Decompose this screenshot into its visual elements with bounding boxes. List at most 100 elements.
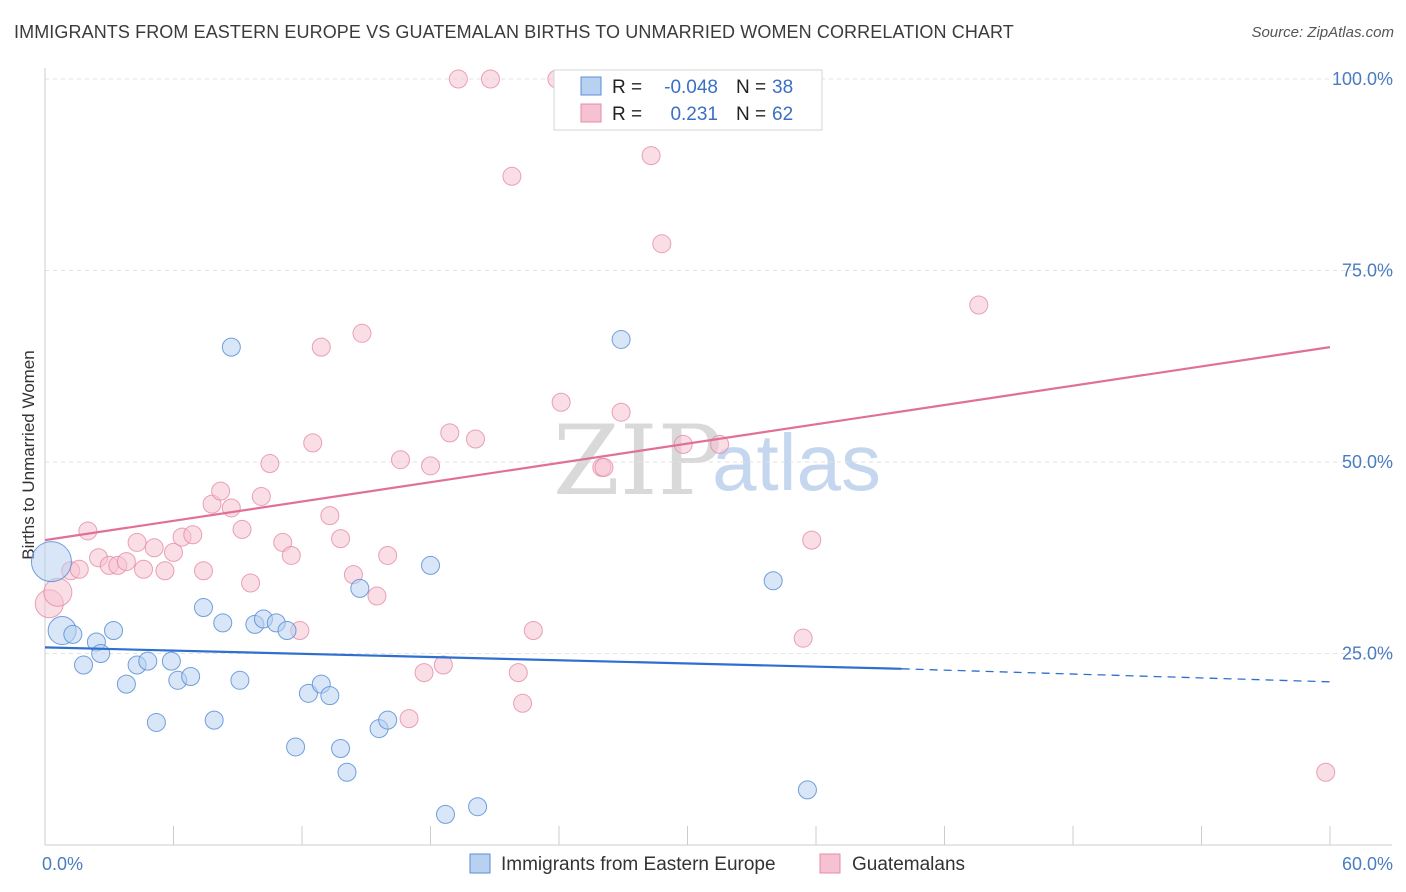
data-point-guatemalans [69, 559, 89, 579]
data-point-guatemalans [127, 532, 147, 552]
bottom-legend: Immigrants from Eastern Europe Guatemala… [469, 853, 965, 875]
data-point-guatemalans [183, 525, 203, 545]
data-point-guatemalans [513, 693, 533, 713]
data-point-eastern-europe [63, 624, 83, 644]
data-point-guatemalans [281, 545, 301, 565]
watermark-zip: ZIP [553, 405, 722, 517]
source-credit: Source: ZipAtlas.com [1251, 24, 1394, 41]
data-point-eastern-europe [797, 780, 817, 800]
data-point-eastern-europe [204, 710, 224, 730]
trend-lines [44, 346, 1331, 683]
data-point-eastern-europe [116, 674, 136, 694]
data-point-eastern-europe [277, 621, 297, 641]
data-point-guatemalans [78, 521, 98, 541]
data-point-guatemalans [502, 166, 522, 186]
data-point-eastern-europe [221, 337, 241, 357]
data-point-eastern-europe [30, 541, 72, 583]
bottom-legend-label-pink: Guatemalans [852, 854, 965, 875]
data-point-eastern-europe [298, 683, 318, 703]
data-point-guatemalans [652, 234, 672, 254]
y-tick-label: 25.0% [1342, 644, 1393, 664]
data-point-guatemalans [421, 456, 440, 476]
data-point-guatemalans [594, 457, 614, 477]
legend-n-value-blue: 38 [772, 77, 793, 98]
gridlines [45, 78, 1392, 654]
data-point-eastern-europe [213, 613, 233, 633]
data-point-eastern-europe [104, 621, 124, 641]
data-point-guatemalans [311, 337, 331, 357]
data-point-guatemalans [193, 561, 213, 581]
trend-line-eastern-europe [44, 646, 902, 670]
data-point-guatemalans [232, 519, 252, 539]
y-tick-label: 50.0% [1342, 452, 1393, 472]
data-point-eastern-europe [74, 655, 94, 675]
data-point-eastern-europe [161, 651, 181, 671]
x-tick-labels: 0.0% 60.0% [42, 854, 1393, 874]
series-eastern-europe [30, 329, 817, 824]
data-point-guatemalans [793, 628, 813, 648]
trend-line-eastern-europe-extension [901, 668, 1331, 683]
data-point-eastern-europe [468, 797, 488, 817]
data-point-guatemalans [551, 392, 571, 412]
legend-n-label-pink: N = [736, 104, 766, 125]
x-tick-label-min: 0.0% [42, 854, 83, 874]
data-point-guatemalans [802, 530, 822, 550]
data-point-guatemalans [399, 709, 419, 729]
data-point-eastern-europe [320, 686, 340, 706]
data-point-guatemalans [414, 663, 434, 683]
stats-legend: R = -0.048 N = 38 R = 0.231 N = 62 [553, 69, 823, 131]
data-point-eastern-europe [230, 670, 250, 690]
data-point-guatemalans [611, 402, 631, 422]
data-point-guatemalans [352, 323, 372, 343]
data-point-eastern-europe [337, 762, 357, 782]
data-point-eastern-europe [763, 571, 783, 591]
data-point-guatemalans [134, 559, 154, 579]
data-point-eastern-europe [181, 666, 201, 686]
data-point-guatemalans [641, 146, 661, 166]
data-point-eastern-europe [435, 804, 455, 824]
data-point-eastern-europe [331, 738, 351, 758]
data-point-guatemalans [155, 561, 175, 581]
data-point-eastern-europe [286, 737, 306, 757]
data-point-guatemalans [378, 545, 398, 565]
data-point-guatemalans [116, 552, 136, 572]
bottom-legend-swatch-blue [469, 853, 491, 874]
bottom-legend-swatch-pink [819, 853, 841, 874]
data-point-eastern-europe [146, 712, 166, 732]
data-point-eastern-europe [611, 329, 631, 349]
data-point-guatemalans [465, 429, 485, 449]
data-point-guatemalans [433, 655, 453, 675]
data-point-guatemalans [251, 486, 271, 506]
watermark-atlas: atlas [712, 418, 881, 507]
data-point-guatemalans [440, 423, 460, 443]
data-point-guatemalans [331, 529, 351, 549]
data-point-guatemalans [480, 69, 500, 89]
legend-swatch-blue [580, 76, 602, 96]
data-point-guatemalans [523, 621, 543, 641]
legend-r-value-pink: 0.231 [670, 104, 718, 125]
x-tick-label-max: 60.0% [1342, 854, 1393, 874]
legend-r-value-blue: -0.048 [664, 77, 718, 98]
data-point-guatemalans [164, 542, 183, 562]
data-point-guatemalans [1316, 762, 1336, 782]
data-point-guatemalans [144, 538, 164, 558]
legend-n-value-pink: 62 [772, 104, 793, 125]
y-tick-label: 75.0% [1342, 261, 1393, 281]
bottom-legend-label-blue: Immigrants from Eastern Europe [501, 854, 776, 875]
data-point-guatemalans [448, 69, 468, 89]
trend-line-guatemalans [44, 346, 1331, 542]
data-point-eastern-europe [138, 651, 158, 671]
data-point-guatemalans [221, 498, 241, 518]
data-point-guatemalans [211, 481, 231, 501]
y-axis-label: Births to Unmarried Women [19, 350, 38, 559]
data-point-guatemalans [43, 577, 73, 607]
data-point-guatemalans [260, 454, 280, 474]
legend-n-label-blue: N = [736, 77, 766, 98]
legend-r-label-pink: R = [612, 104, 642, 125]
data-point-guatemalans [969, 295, 989, 315]
data-point-guatemalans [508, 663, 528, 683]
legend-r-label-blue: R = [612, 77, 642, 98]
data-point-guatemalans [241, 573, 261, 593]
series-guatemalans [34, 69, 1336, 782]
data-point-guatemalans [367, 586, 387, 606]
